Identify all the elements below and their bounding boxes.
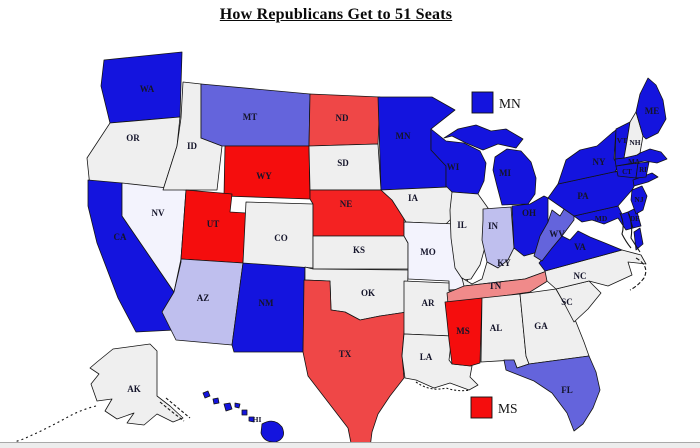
- outer-banks: [629, 257, 647, 291]
- state-ME: [635, 77, 667, 140]
- aleutian-islands: [13, 405, 97, 443]
- state-AK: [89, 343, 184, 426]
- state-UT: [180, 189, 247, 264]
- state-IL: [449, 191, 489, 281]
- state-WA: [100, 51, 183, 124]
- state-HI: [202, 390, 284, 443]
- state-RI: [635, 161, 650, 179]
- state-NC: [544, 249, 647, 290]
- state-ND: [308, 93, 381, 147]
- state-MS: [444, 297, 483, 367]
- legend-swatch-ms: [470, 396, 493, 419]
- window-bottom-bar: [0, 442, 700, 448]
- chesapeake-bay-lines: [619, 212, 641, 253]
- state-SD: [308, 143, 382, 191]
- state-NM: [231, 262, 306, 353]
- state-LA: [401, 333, 479, 391]
- state-TX: [302, 279, 408, 448]
- page-title: How Republicans Get to 51 Seats: [0, 6, 672, 24]
- page-title-text: How Republicans Get to 51 Seats: [219, 6, 453, 23]
- legend-swatch-mn: [471, 91, 494, 114]
- state-KS: [312, 235, 409, 270]
- state-WY: [223, 145, 311, 200]
- alaska-panhandle: [159, 397, 191, 422]
- state-WI: [430, 128, 487, 195]
- louisiana-delta: [415, 381, 471, 392]
- state-MI: [443, 124, 537, 206]
- legend-label-ms: MS: [498, 401, 518, 416]
- state-NJ: [630, 185, 648, 215]
- state-MD: [573, 205, 634, 231]
- state-MT: [200, 83, 311, 147]
- state-FL: [503, 355, 601, 432]
- legend-label-mn: MN: [499, 96, 521, 111]
- state-CO: [242, 201, 314, 269]
